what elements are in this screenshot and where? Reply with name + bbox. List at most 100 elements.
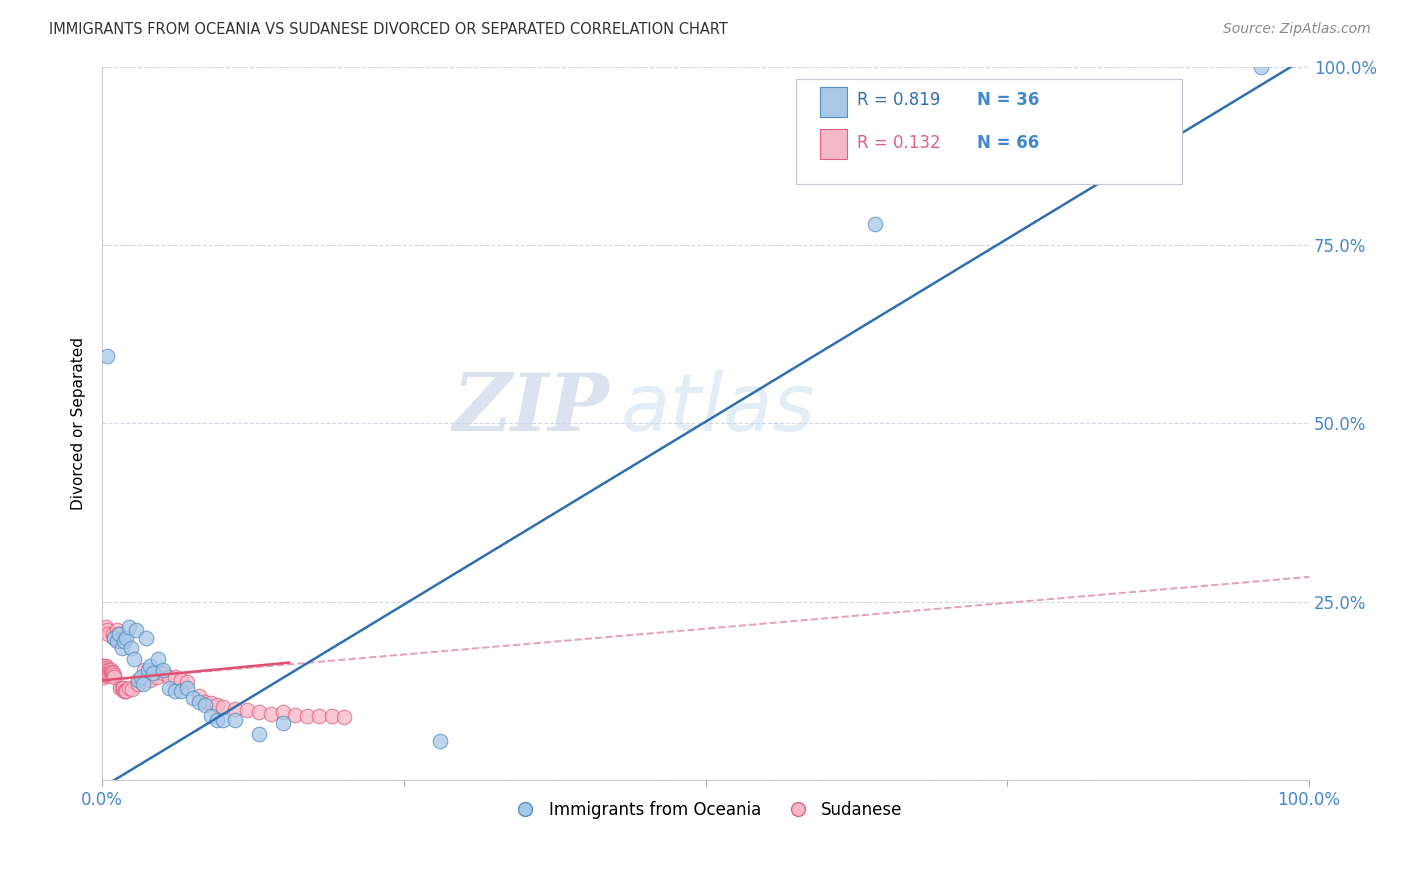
Point [101,665,124,679]
Point [187,689,209,703]
Point [157,670,180,684]
Point [108,634,131,648]
Point [93,670,115,684]
Point [247,706,270,720]
Point [260,706,283,721]
Point [96,660,118,674]
Point [103,670,125,684]
Point [129,670,152,684]
Point [101,666,124,681]
Point [97,666,120,681]
Point [200,696,222,710]
Point [205,713,228,727]
Point [115,684,138,698]
Point [212,699,235,714]
Point [429,734,451,748]
Point [107,627,129,641]
Point [181,691,204,706]
Point [152,666,174,681]
Point [284,707,307,722]
Point [94,659,117,673]
Text: N = 36: N = 36 [977,91,1039,109]
Point [146,652,169,666]
Point [96,624,118,638]
Point [121,681,143,696]
Point [100,666,122,681]
Bar [820,87,846,117]
Point [118,620,141,634]
Text: R = 0.132: R = 0.132 [856,134,941,152]
Point [112,634,135,648]
Point [105,634,128,648]
Point [176,674,198,689]
Point [103,667,125,681]
Point [93,663,115,677]
Point [135,631,157,645]
Point [101,627,124,641]
Point [163,670,186,684]
Point [91,663,114,677]
Point [120,641,142,656]
Point [125,624,148,638]
Point [103,631,125,645]
Point [139,673,162,688]
Point [176,681,198,695]
Point [1250,60,1272,74]
Point [205,698,228,713]
Point [115,631,138,645]
Point [97,663,120,677]
Text: atlas: atlas [621,370,815,448]
Point [127,677,149,691]
Point [91,666,114,681]
Bar [820,129,846,160]
Point [94,666,117,681]
Point [136,663,159,677]
Point [157,681,180,695]
FancyBboxPatch shape [796,78,1182,185]
Point [134,663,156,677]
Point [308,709,330,723]
Point [187,695,209,709]
Point [103,631,125,645]
Point [118,681,141,695]
Point [98,665,121,679]
Text: R = 0.819: R = 0.819 [856,91,939,109]
Point [194,695,217,709]
Point [112,684,135,698]
Point [101,667,124,681]
Point [224,702,246,716]
Point [110,641,132,656]
Point [93,660,115,674]
Point [122,652,145,666]
Point [110,681,132,695]
Point [169,684,191,698]
Text: ZIP: ZIP [453,370,609,448]
Text: Source: ZipAtlas.com: Source: ZipAtlas.com [1223,22,1371,37]
Text: N = 66: N = 66 [977,134,1039,152]
Point [145,670,167,684]
Point [236,703,259,717]
Point [163,684,186,698]
Point [200,709,222,723]
Point [93,666,115,681]
Point [194,698,217,713]
Point [111,681,134,695]
Point [142,666,165,681]
Legend: Immigrants from Oceania, Sudanese: Immigrants from Oceania, Sudanese [502,794,910,825]
Point [96,664,118,678]
Point [93,664,115,678]
Point [127,673,149,688]
Point [169,673,191,688]
Point [108,627,131,641]
Point [97,627,120,641]
Point [132,677,155,691]
Point [332,710,354,724]
Point [321,709,343,723]
Point [98,667,121,681]
Point [271,716,294,731]
Point [271,706,294,720]
Point [297,709,319,723]
Point [94,663,117,677]
Point [94,620,117,634]
Point [93,667,115,681]
